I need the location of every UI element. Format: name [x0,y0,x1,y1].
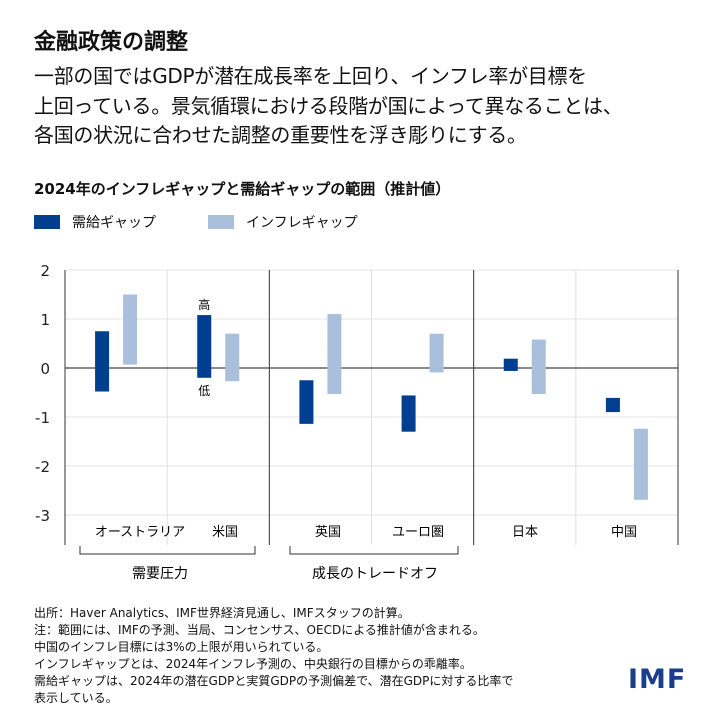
inflation-gap-bar [429,333,444,373]
category-label: 英国 [315,525,341,540]
y-tick-label: 0 [40,360,50,378]
inflation-gap-bar [633,428,648,500]
demand-gap-bar [401,395,416,432]
legend-swatch-demand [34,215,60,229]
inflation-gap-bar [225,333,240,382]
y-tick-label: -1 [35,409,50,427]
legend-label-demand: 需給ギャップ [72,215,156,231]
inflation-gap-bar [327,314,342,394]
y-tick-label: 2 [40,262,50,280]
chart-title: 2024年のインフレギャップと需給ギャップの範囲（推計値） [34,180,451,198]
subtitle-line: 上回っている。景気循環における段階が国によって異なることは、 [34,94,623,118]
inflation-gap-bar [531,339,546,394]
group-bracket [79,546,256,555]
demand-gap-bar [197,315,212,378]
y-tick-label: -2 [35,458,50,476]
demand-gap-bar [503,358,518,371]
footer-note: 注：範囲には、IMFの予測、当局、コンセンサス、OECDによる推計値が含まれる。 [34,623,485,637]
low-annotation: 低 [198,384,210,398]
legend-label-inflation: インフレギャップ [246,215,358,231]
footer-note: 中国のインフレ目標には3%の上限が用いられている。 [34,640,329,654]
group-label: 成長のトレードオフ [312,566,438,582]
inflation-gap-bar [123,294,138,365]
demand-gap-bar [299,380,314,424]
footer-note: インフレギャップとは、2024年インフレ予測の、中央銀行の目標からの乖離率。 [34,657,472,671]
category-label: ユーロ圏 [392,525,444,540]
footer-source: 出所：Haver Analytics、IMF世界経済見通し、IMFスタッフの計算… [34,606,410,620]
subtitle-line: 一部の国ではGDPが潜在成長率を上回り、インフレ率が目標を [34,64,587,88]
y-tick-label: -3 [35,507,50,525]
category-label: オーストラリア [95,525,185,540]
category-label: 中国 [611,525,637,540]
category-label: 米国 [212,525,238,540]
high-annotation: 高 [198,297,210,312]
footer-note: 需給ギャップは、2024年の潜在GDPと実質GDPの予測偏差で、潜在GDPに対す… [34,674,514,688]
imf-logo: IMF [628,664,687,695]
y-tick-label: 1 [40,311,50,329]
demand-gap-bar [605,397,620,413]
group-label: 需要圧力 [132,566,188,582]
subtitle-line: 各国の状況に合わせた調整の重要性を浮き彫りにする。 [34,123,527,147]
demand-gap-bar [95,331,110,392]
page-title: 金融政策の調整 [34,30,189,55]
footer-note: 表示している。 [34,691,118,705]
group-bracket [289,546,459,555]
legend-swatch-inflation [208,215,234,229]
category-label: 日本 [512,525,538,540]
